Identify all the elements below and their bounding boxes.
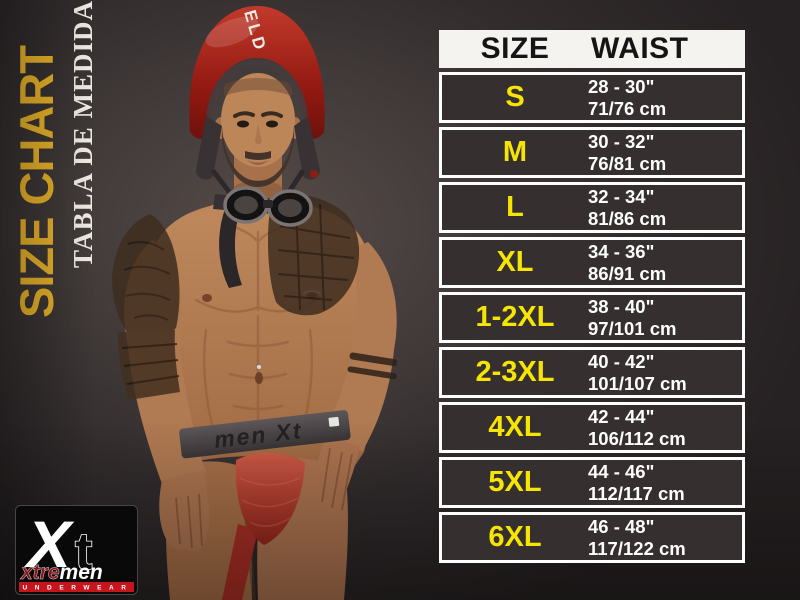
- size-label: 1-2XL: [475, 301, 555, 333]
- table-row: L 32 - 34" 81/86 cm: [439, 182, 745, 233]
- waist-inches: 38 - 40": [588, 295, 655, 317]
- logo-monogram-t: t: [75, 523, 92, 581]
- waist-inches: 44 - 46": [588, 460, 655, 482]
- size-label: 2-3XL: [475, 356, 555, 388]
- waist-inches: 42 - 44": [588, 405, 655, 427]
- svg-text:xtremen: xtremen: [20, 561, 103, 584]
- waist-cm: 81/86 cm: [588, 207, 667, 229]
- size-label: 6XL: [488, 521, 542, 553]
- table-row: S 28 - 30" 71/76 cm: [439, 72, 745, 123]
- navel: [255, 372, 263, 384]
- brand-logo: X t xtremen UNDERWEAR: [15, 505, 138, 595]
- waist-cm: 106/112 cm: [588, 427, 686, 449]
- size-label: XL: [496, 246, 534, 278]
- goggles: [213, 186, 313, 288]
- waist-inches: 46 - 48": [588, 515, 655, 537]
- table-row: 5XL 44 - 46" 112/117 cm: [439, 457, 745, 508]
- waist-cm: 117/122 cm: [588, 537, 686, 559]
- table-row: 1-2XL 38 - 40" 97/101 cm: [439, 292, 745, 343]
- size-table: SIZE WAIST S 28 - 30" 71/76 cm M 30 - 32"…: [439, 30, 745, 563]
- logo-monogram-x: X: [23, 507, 75, 581]
- waist-cm: 76/81 cm: [588, 152, 667, 174]
- table-row: 4XL 42 - 44" 106/112 cm: [439, 402, 745, 453]
- table-row: XL 34 - 36" 86/91 cm: [439, 237, 745, 288]
- table-row: 6XL 46 - 48" 117/122 cm: [439, 512, 745, 563]
- waist-cm: 86/91 cm: [588, 262, 667, 284]
- size-label: S: [505, 81, 525, 113]
- nipple-left: [202, 294, 212, 302]
- waist-inches: 40 - 42": [588, 350, 655, 372]
- waist-inches: 32 - 34": [588, 185, 655, 207]
- waist-inches: 28 - 30": [588, 75, 655, 97]
- table-header: SIZE WAIST: [439, 30, 745, 68]
- size-label: 5XL: [488, 466, 542, 498]
- size-label: L: [506, 191, 524, 223]
- page-title: SIZE CHART: [10, 46, 63, 318]
- waist-cm: 71/76 cm: [588, 97, 667, 119]
- model-right-arm: [315, 242, 397, 512]
- size-label: M: [502, 136, 528, 168]
- logo-tagline: UNDERWEAR: [23, 585, 131, 592]
- table-row: M 30 - 32" 76/81 cm: [439, 127, 745, 178]
- size-label: 4XL: [488, 411, 542, 443]
- waist-cm: 97/101 cm: [588, 317, 677, 339]
- page-subtitle: TABLA DE MEDIDAS: [68, 0, 98, 268]
- waist-inches: 34 - 36": [588, 240, 655, 262]
- header-waist: WAIST: [591, 32, 689, 65]
- logo-brand-men: men: [60, 561, 103, 584]
- jockstrap-strap-left: [222, 524, 258, 600]
- logo-brand-xtre: xtre: [20, 561, 60, 584]
- table-row: 2-3XL 40 - 42" 101/107 cm: [439, 347, 745, 398]
- header-size: SIZE: [480, 32, 550, 65]
- waist-cm: 101/107 cm: [588, 372, 687, 394]
- waist-cm: 112/117 cm: [588, 482, 685, 504]
- waist-inches: 30 - 32": [588, 130, 655, 152]
